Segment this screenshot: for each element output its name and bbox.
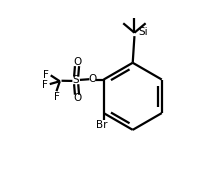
Text: F: F <box>43 70 49 80</box>
Text: O: O <box>88 74 97 84</box>
Text: O: O <box>73 93 81 104</box>
Text: F: F <box>42 80 48 90</box>
Text: O: O <box>73 57 81 67</box>
Text: Br: Br <box>96 120 108 130</box>
Text: S: S <box>73 75 79 85</box>
Text: F: F <box>53 92 59 102</box>
Text: Si: Si <box>139 27 148 37</box>
